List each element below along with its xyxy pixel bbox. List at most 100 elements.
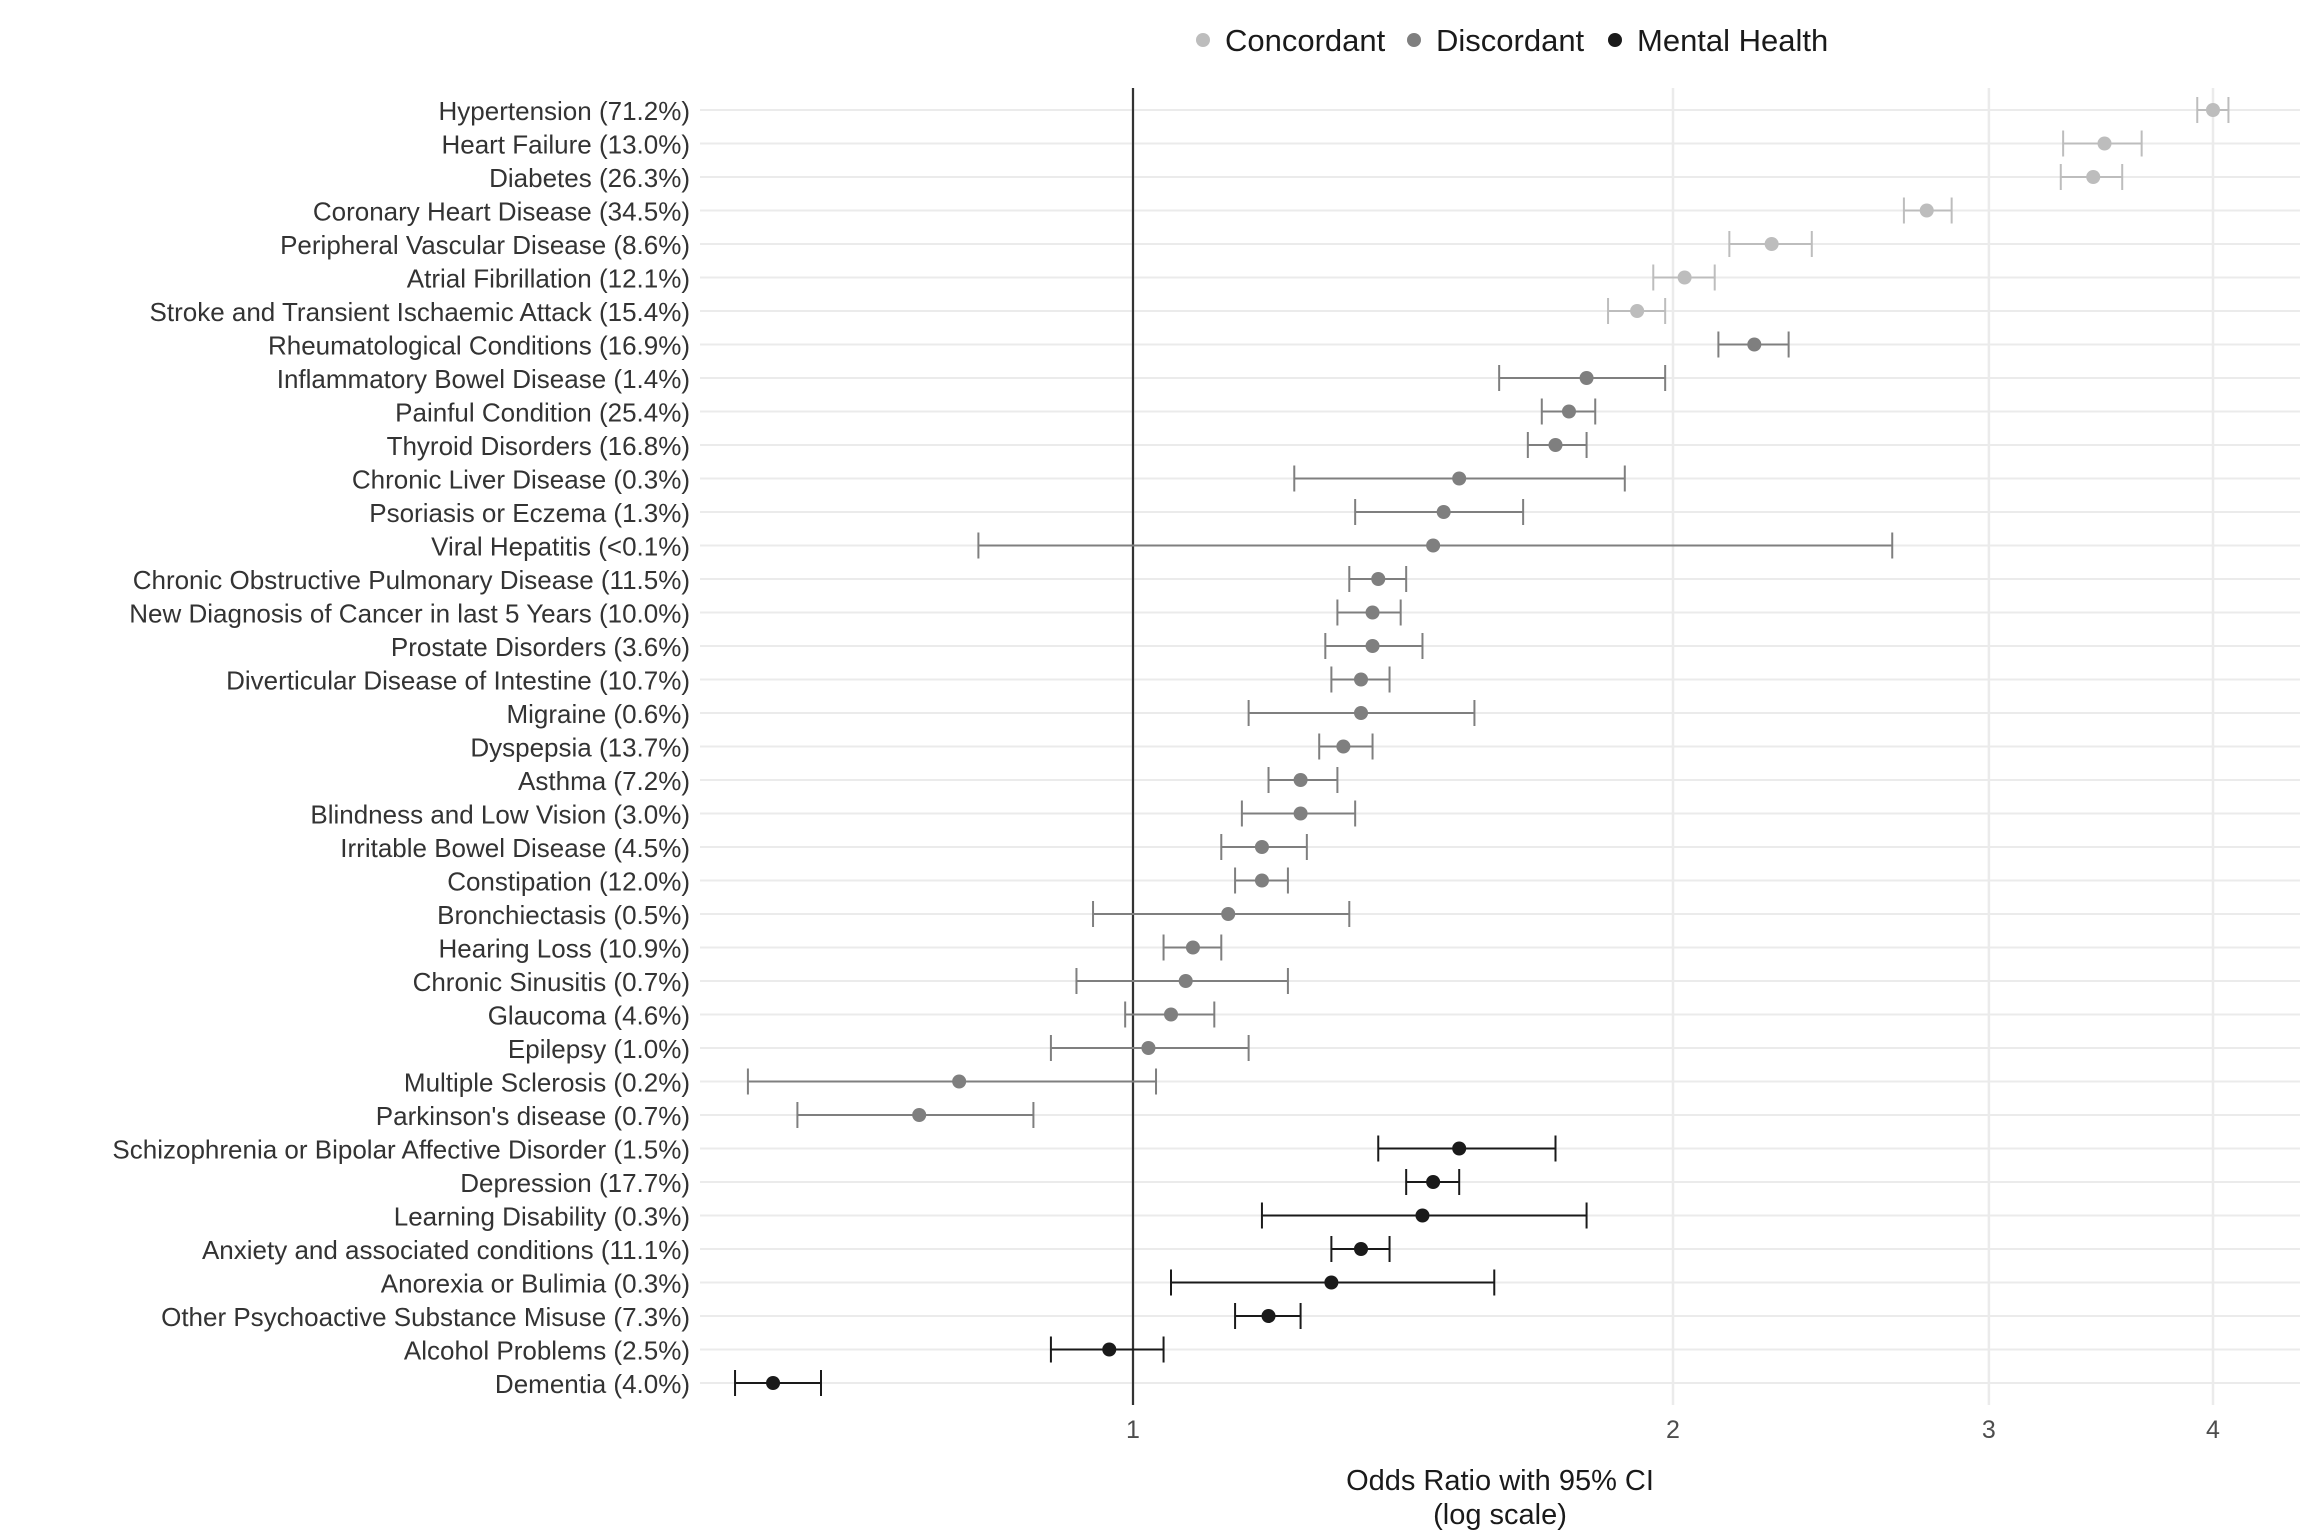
forest-row: Hearing Loss (10.9%) [439, 934, 1223, 964]
row-label: Schizophrenia or Bipolar Affective Disor… [112, 1135, 690, 1165]
odds-ratio-point [1548, 438, 1563, 452]
data-rows: Hypertension (71.2%) Heart Failure (13.0%… [112, 96, 2230, 1399]
row-label: Migraine (0.6%) [506, 699, 690, 729]
forest-row: Diverticular Disease of Intestine (10.7%… [226, 666, 1391, 696]
forest-row: Anorexia or Bulimia (0.3%) [381, 1269, 1496, 1299]
odds-ratio-point [1185, 940, 1200, 955]
forest-row: Chronic Sinusitis (0.7%) [413, 967, 1289, 997]
legend-marker-discordant [1407, 33, 1421, 47]
forest-row: Coronary Heart Disease (34.5%) [313, 197, 1953, 227]
plot-grid [700, 88, 2300, 1405]
row-label: Irritable Bowel Disease (4.5%) [340, 833, 690, 863]
row-label: Diverticular Disease of Intestine (10.7%… [226, 666, 690, 696]
forest-row: Viral Hepatitis (<0.1%) [431, 532, 1894, 562]
legend-marker-mental-health [1608, 33, 1622, 47]
row-label: Blindness and Low Vision (3.0%) [310, 800, 690, 830]
forest-row: Learning Disability (0.3%) [394, 1202, 1588, 1232]
forest-row: Painful Condition (25.4%) [395, 398, 1597, 428]
forest-row: Dyspepsia (13.7%) [470, 733, 1374, 763]
odds-ratio-point [1579, 371, 1594, 385]
row-label: Peripheral Vascular Disease (8.6%) [280, 230, 690, 260]
forest-row: Psoriasis or Eczema (1.3%) [369, 498, 1525, 528]
forest-row: Dementia (4.0%) [495, 1369, 823, 1399]
forest-row: Peripheral Vascular Disease (8.6%) [280, 230, 1813, 260]
row-label: Psoriasis or Eczema (1.3%) [369, 498, 690, 528]
x-axis-title: Odds Ratio with 95% CI (log scale) [1346, 1465, 1654, 1531]
forest-row: Epilepsy (1.0%) [508, 1034, 1250, 1064]
row-label: New Diagnosis of Cancer in last 5 Years … [129, 599, 690, 629]
odds-ratio-point [1747, 337, 1762, 352]
odds-ratio-point [1324, 1275, 1339, 1290]
row-label: Asthma (7.2%) [518, 766, 690, 796]
odds-ratio-point [1677, 270, 1692, 285]
forest-row: Depression (17.7%) [460, 1168, 1461, 1198]
odds-ratio-point [2097, 136, 2112, 151]
forest-row: Chronic Obstructive Pulmonary Disease (1… [133, 565, 1408, 595]
forest-row: Rheumatological Conditions (16.9%) [268, 331, 1790, 361]
legend-marker-concordant [1196, 33, 1210, 47]
odds-ratio-point [1354, 672, 1369, 687]
row-label: Atrial Fibrillation (12.1%) [407, 264, 690, 294]
forest-row: Chronic Liver Disease (0.3%) [352, 465, 1626, 495]
forest-row: Glaucoma (4.6%) [488, 1001, 1216, 1031]
forest-row: Bronchiectasis (0.5%) [437, 900, 1351, 930]
row-label: Chronic Obstructive Pulmonary Disease (1… [133, 565, 690, 595]
odds-ratio-point [1178, 974, 1193, 988]
odds-ratio-point [1561, 404, 1576, 419]
odds-ratio-point [1919, 203, 1934, 218]
forest-row: Anxiety and associated conditions (11.1%… [202, 1235, 1391, 1265]
forest-row: New Diagnosis of Cancer in last 5 Years … [129, 599, 1402, 629]
odds-ratio-point [1365, 605, 1380, 620]
odds-ratio-point [1452, 471, 1467, 486]
forest-row: Diabetes (26.3%) [489, 163, 2124, 193]
row-label: Heart Failure (13.0%) [441, 130, 690, 160]
row-label: Dyspepsia (13.7%) [470, 733, 690, 763]
row-label: Alcohol Problems (2.5%) [404, 1336, 690, 1366]
odds-ratio-point [1354, 706, 1369, 720]
x-axis-title-line-2: (log scale) [1433, 1499, 1567, 1531]
row-label: Viral Hepatitis (<0.1%) [431, 532, 690, 562]
odds-ratio-point [1452, 1141, 1467, 1156]
row-label: Other Psychoactive Substance Misuse (7.3… [161, 1302, 690, 1332]
row-label: Hypertension (71.2%) [439, 96, 690, 126]
odds-ratio-point [2206, 103, 2220, 117]
odds-ratio-point [952, 1074, 967, 1089]
forest-row: Thyroid Disorders (16.8%) [387, 431, 1588, 461]
forest-row: Alcohol Problems (2.5%) [404, 1336, 1165, 1366]
odds-ratio-point [1254, 873, 1269, 888]
forest-row: Irritable Bowel Disease (4.5%) [340, 833, 1308, 863]
row-label: Painful Condition (25.4%) [395, 398, 690, 428]
forest-row: Blindness and Low Vision (3.0%) [310, 800, 1357, 830]
row-label: Thyroid Disorders (16.8%) [387, 431, 690, 461]
forest-row: Atrial Fibrillation (12.1%) [407, 264, 1716, 294]
row-label: Anorexia or Bulimia (0.3%) [381, 1269, 690, 1299]
row-label: Chronic Liver Disease (0.3%) [352, 465, 690, 495]
x-tick-label: 3 [1982, 1416, 1996, 1444]
legend-label-discordant: Discordant [1436, 23, 1585, 58]
forest-row: Parkinson's disease (0.7%) [376, 1101, 1035, 1131]
row-label: Parkinson's disease (0.7%) [376, 1101, 690, 1131]
row-label: Hearing Loss (10.9%) [439, 934, 690, 964]
odds-ratio-point [1630, 304, 1645, 318]
odds-ratio-point [1365, 639, 1380, 653]
forest-row: Stroke and Transient Ischaemic Attack (1… [150, 297, 1667, 327]
row-label: Multiple Sclerosis (0.2%) [404, 1068, 690, 1098]
odds-ratio-point [1293, 773, 1308, 787]
odds-ratio-point [1164, 1007, 1179, 1022]
legend-label-mental-health: Mental Health [1637, 23, 1828, 58]
legend-label-concordant: Concordant [1225, 23, 1386, 58]
odds-ratio-point [1764, 237, 1779, 251]
odds-ratio-point [766, 1376, 781, 1390]
x-axis-title-line-1: Odds Ratio with 95% CI [1346, 1465, 1654, 1497]
forest-row: Multiple Sclerosis (0.2%) [404, 1068, 1158, 1098]
forest-row: Schizophrenia or Bipolar Affective Disor… [112, 1135, 1557, 1165]
odds-ratio-point [912, 1108, 927, 1122]
row-label: Depression (17.7%) [460, 1168, 690, 1198]
odds-ratio-point [1221, 907, 1236, 921]
forest-row: Migraine (0.6%) [506, 699, 1476, 729]
row-label: Epilepsy (1.0%) [508, 1034, 690, 1064]
odds-ratio-point [1293, 806, 1308, 821]
legend: Concordant Discordant Mental Health [1196, 23, 1828, 58]
x-tick-label: 2 [1666, 1416, 1680, 1444]
